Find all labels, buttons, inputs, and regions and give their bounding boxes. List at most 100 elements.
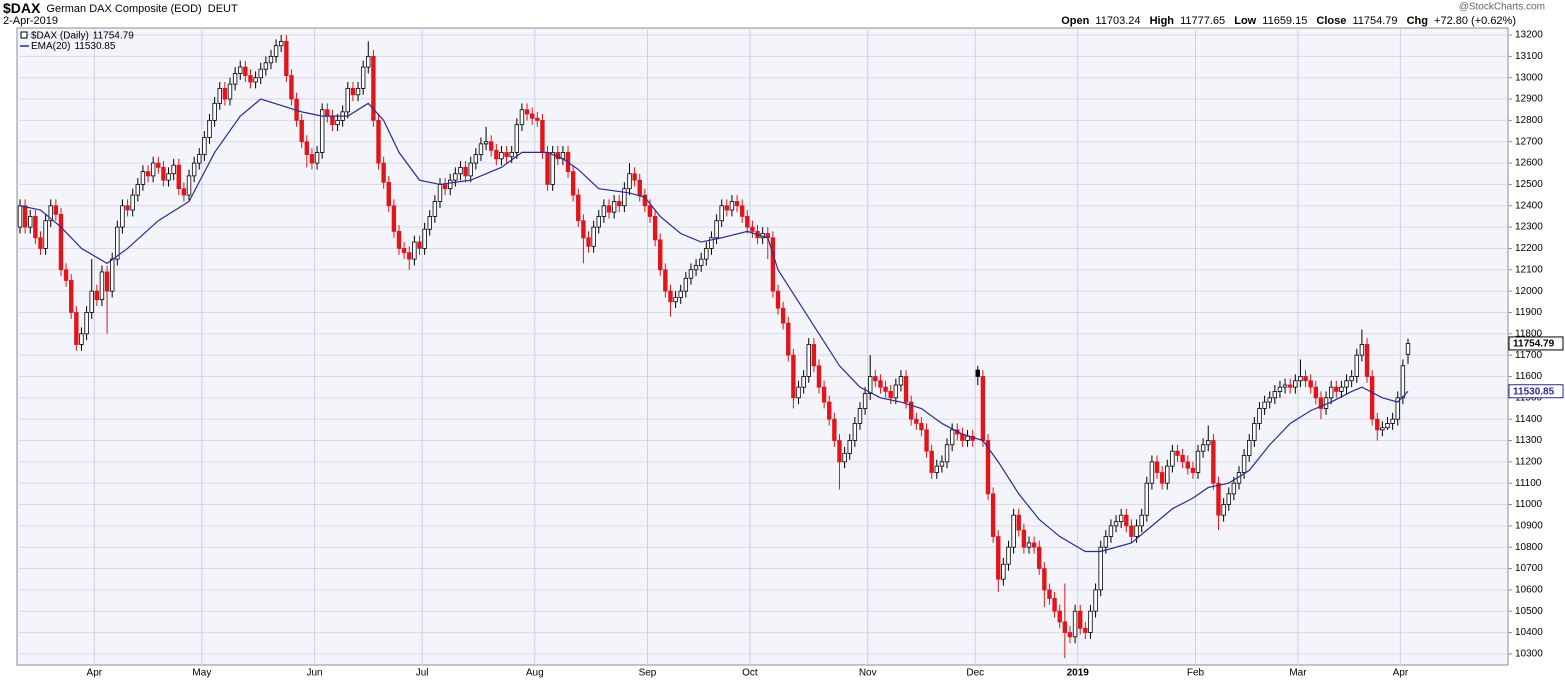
y-tick-label: 10600 <box>1515 585 1543 596</box>
candle-body <box>1272 391 1278 399</box>
candle-body <box>1134 525 1139 537</box>
legend-label: $DAX (Daily) <box>31 30 89 41</box>
candle-body <box>386 181 391 207</box>
candle-body <box>658 239 663 271</box>
chart-title: $DAX <box>3 0 41 16</box>
candle-body <box>468 162 473 177</box>
candle-body <box>202 137 207 155</box>
candle-body <box>1103 536 1109 548</box>
candle-body <box>1287 384 1293 388</box>
candle-body <box>494 149 499 160</box>
y-tick-label: 12900 <box>1515 94 1543 105</box>
candle-body <box>1262 401 1267 409</box>
candle-body <box>1195 450 1201 473</box>
candle-body <box>38 237 43 249</box>
candle-body <box>145 171 151 177</box>
candle-body <box>734 201 740 207</box>
candle-body <box>1221 504 1226 516</box>
value-tag <box>1508 336 1564 351</box>
candle-body <box>883 386 888 392</box>
candle-body <box>109 258 115 292</box>
candle-body <box>852 423 858 441</box>
candle-body <box>1231 482 1237 495</box>
y-tick-label: 13100 <box>1515 51 1543 62</box>
candle-body <box>668 290 673 303</box>
candle-body <box>330 115 335 126</box>
candle-body <box>248 75 253 83</box>
candle-body <box>53 205 59 215</box>
candle-body <box>888 391 893 399</box>
candle-body <box>437 184 443 202</box>
legend-value: 11754.79 <box>93 30 134 41</box>
candle-body <box>1108 525 1114 537</box>
x-tick-label: Mar <box>1289 668 1307 679</box>
candle-body <box>140 171 146 185</box>
candle-body <box>949 429 955 446</box>
candle-body <box>637 179 642 196</box>
candle-body <box>432 201 438 217</box>
candle-body <box>586 237 591 247</box>
candle-body <box>79 333 84 345</box>
candle-body <box>739 205 745 217</box>
x-tick-label: Oct <box>742 668 758 679</box>
candle-body <box>914 418 919 424</box>
x-tick-label: 2019 <box>1067 668 1090 679</box>
candle-body <box>350 87 356 96</box>
candle-body <box>1185 461 1190 469</box>
candle-body <box>903 376 909 403</box>
y-tick-label: 10900 <box>1515 521 1543 532</box>
candle-body <box>232 73 238 85</box>
candle-body <box>1282 384 1288 388</box>
candle-body <box>847 440 852 454</box>
legend-entry: EMA(20) 11530.85 <box>31 41 116 52</box>
y-tick-label: 12500 <box>1515 179 1543 190</box>
candle-body <box>770 237 776 292</box>
candle-body <box>366 55 371 68</box>
candle-body <box>319 109 325 153</box>
candle-body <box>570 171 576 196</box>
candle-body <box>796 386 801 399</box>
candle-body <box>1113 521 1119 527</box>
candle-body <box>1031 542 1037 548</box>
candle-body <box>857 408 863 424</box>
candle-body <box>924 429 929 452</box>
candle-body <box>811 344 817 367</box>
candle-body <box>453 173 458 181</box>
candle-body <box>729 201 735 211</box>
x-tick-label: Sep <box>639 668 657 679</box>
candle-body <box>1093 589 1098 612</box>
candle-body <box>990 493 996 537</box>
legend-swatch <box>20 31 28 39</box>
y-tick-label: 12700 <box>1515 136 1543 147</box>
candle-body <box>596 216 601 228</box>
candle-body <box>745 216 750 228</box>
candle-body <box>801 376 806 388</box>
candle-body <box>929 450 934 473</box>
candle-body <box>1241 455 1247 473</box>
y-tick-label: 10300 <box>1515 649 1543 660</box>
candle-body <box>1118 514 1124 522</box>
exchange: DEUT <box>208 3 238 15</box>
candle-body <box>314 152 320 164</box>
candle-body <box>514 124 520 153</box>
candle-body <box>893 384 899 399</box>
legend-entry: $DAX (Daily) 11754.79 <box>31 30 134 41</box>
candle-body <box>1190 467 1196 473</box>
candle-body <box>28 216 33 228</box>
quote-label: High <box>1150 15 1175 27</box>
candle-body <box>868 376 873 394</box>
candle-body <box>524 109 530 115</box>
candle-body <box>842 452 847 463</box>
x-tick-label: Apr <box>87 668 103 679</box>
candle-body <box>1400 365 1406 399</box>
candle-body <box>279 41 284 47</box>
candle-body <box>191 162 197 177</box>
candle-body <box>1026 542 1032 548</box>
candle-body <box>243 66 248 76</box>
source: @StockCharts.com <box>1459 2 1545 13</box>
legend-label: EMA(20) <box>31 41 70 52</box>
candle-body <box>934 465 939 473</box>
candle-body <box>791 354 796 399</box>
x-tick-label: May <box>192 668 211 679</box>
